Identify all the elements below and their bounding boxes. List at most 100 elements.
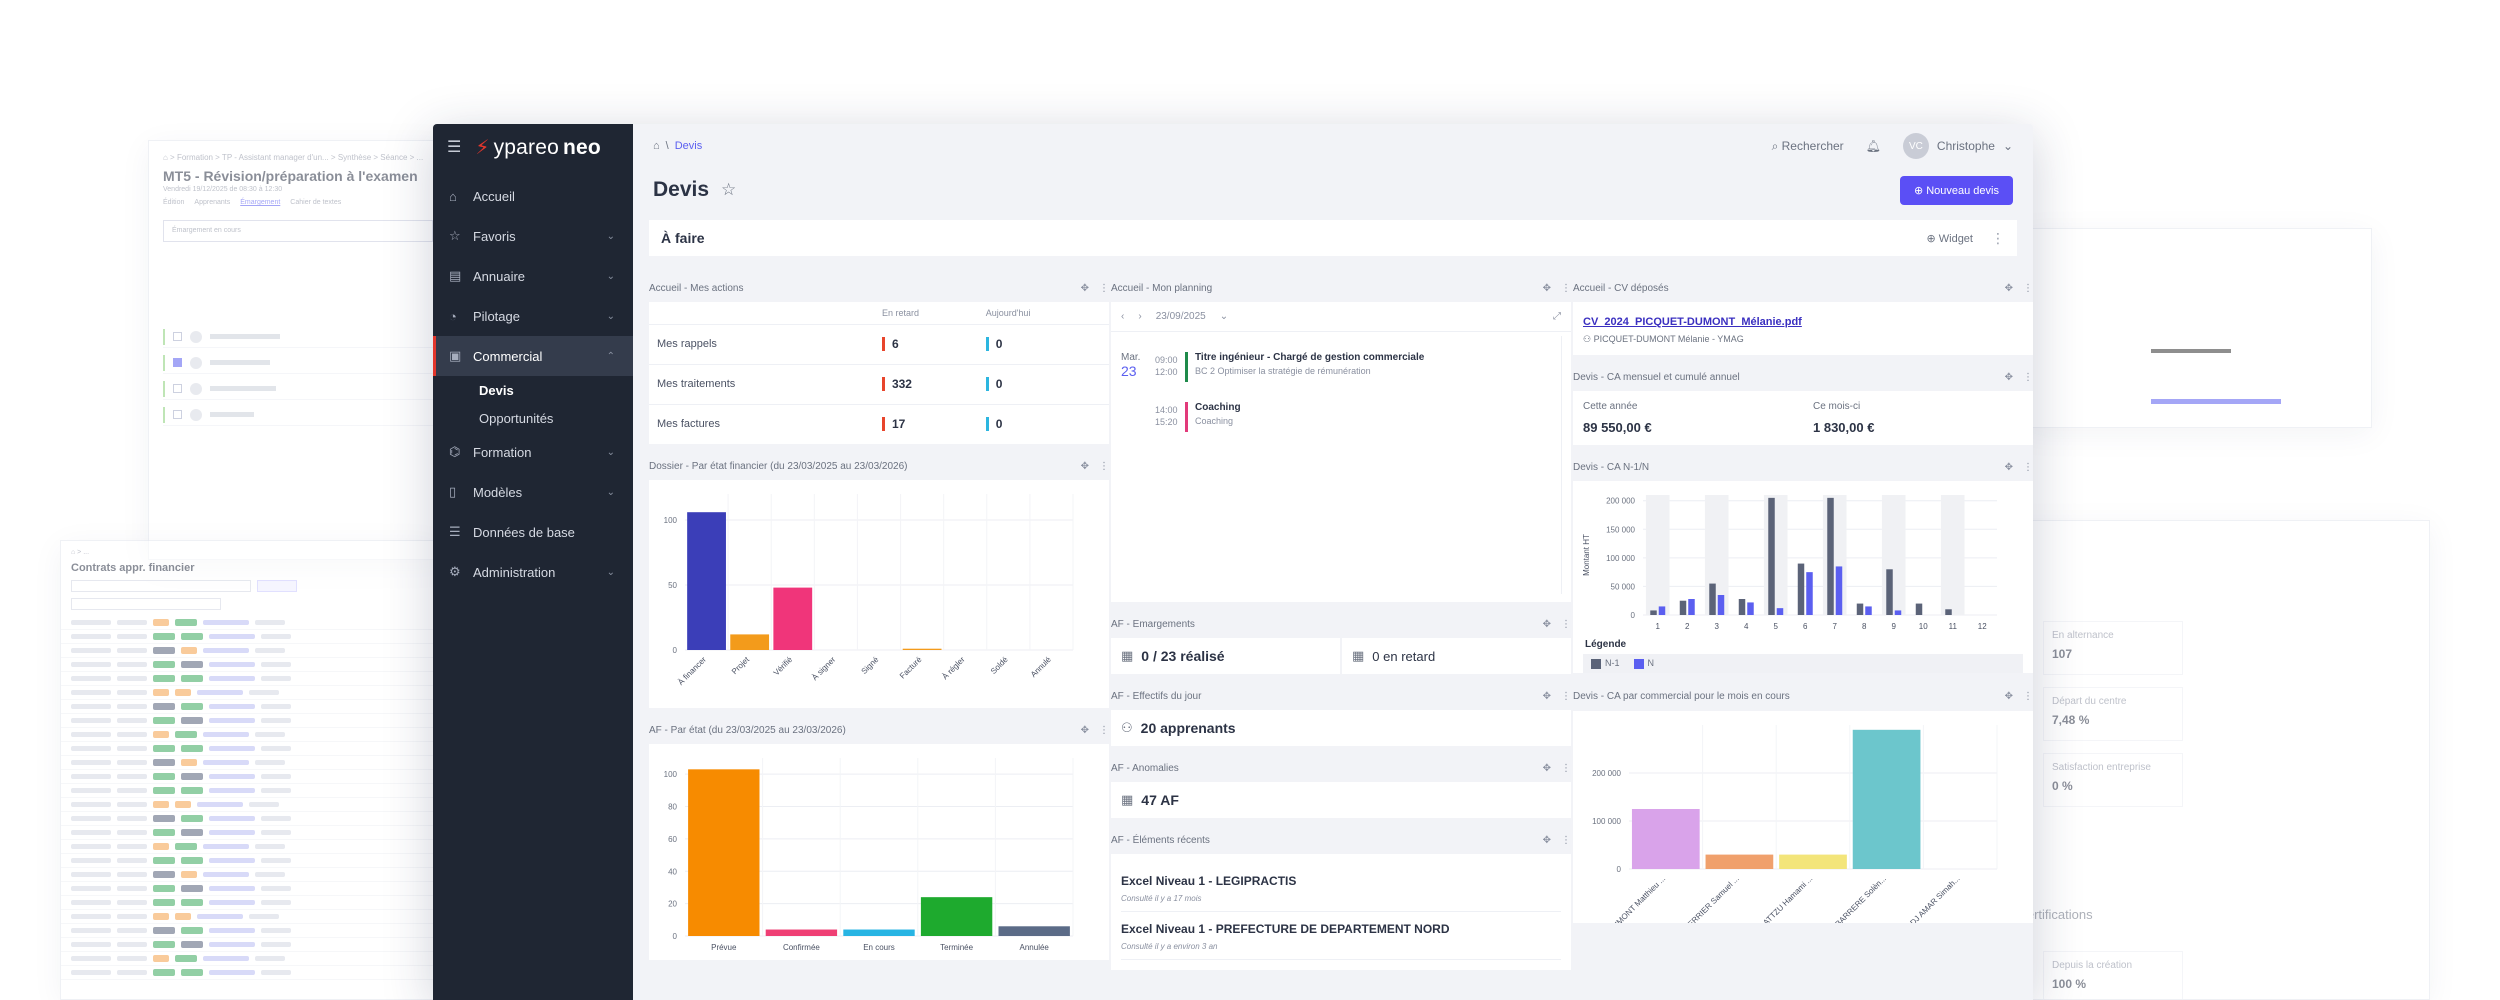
y-tick-label: 200 000 bbox=[1592, 769, 1621, 778]
table-row[interactable]: Mes traitements 332 0 bbox=[649, 363, 1109, 404]
calendar-date[interactable]: 23/09/2025 bbox=[1155, 311, 1206, 322]
bg-session-date: Vendredi 19/12/2025 de 08:30 à 12:30 bbox=[163, 186, 283, 193]
move-icon[interactable]: ✥ bbox=[1080, 460, 1089, 472]
sidebar-item-modeles[interactable]: ▯ Modèles ⌄ bbox=[449, 484, 615, 500]
x-tick-label: DERRIER Samuel ... bbox=[1682, 874, 1741, 923]
user-menu[interactable]: VC Christophe ⌄ bbox=[1902, 133, 2013, 159]
bg-contrats-rows bbox=[61, 616, 439, 980]
home-icon[interactable]: ⌂ bbox=[653, 140, 660, 152]
submenu-item-opportunites[interactable]: Opportunités bbox=[479, 410, 554, 426]
event-time: 09:00 12:00 bbox=[1155, 355, 1178, 377]
x-tick-label: À signer bbox=[810, 655, 837, 682]
more-icon[interactable]: ⋮ bbox=[1991, 229, 2005, 246]
x-tick-label: Terminée bbox=[940, 943, 973, 952]
x-tick-label: DATTZU Hamami ... bbox=[1757, 874, 1814, 923]
bg-table-row bbox=[61, 840, 439, 854]
move-icon[interactable]: ✥ bbox=[1542, 618, 1551, 630]
chevron-down-icon[interactable]: ⌄ bbox=[1219, 311, 1229, 322]
bar bbox=[1945, 609, 1952, 615]
move-icon[interactable]: ✥ bbox=[1542, 834, 1551, 846]
bell-icon[interactable]: 🔔︎ bbox=[1865, 139, 1881, 153]
scrollbar[interactable] bbox=[1561, 336, 1567, 594]
sidebar-item-administration[interactable]: ⚙ Administration ⌄ bbox=[449, 564, 615, 580]
search-button[interactable]: ⌕ Rechercher bbox=[1771, 138, 1844, 153]
widget-header: Devis - CA par commercial pour le mois e… bbox=[1573, 691, 2033, 703]
column-band bbox=[1881, 495, 1906, 615]
x-tick-label: 8 bbox=[1862, 622, 1867, 631]
bar bbox=[730, 634, 770, 650]
widget-button[interactable]: ⊕ Widget bbox=[1926, 232, 1973, 245]
sidebar-item-pilotage[interactable]: ◔ Pilotage ⌄ bbox=[449, 308, 615, 324]
legend-item[interactable]: N-1 bbox=[1591, 658, 1620, 669]
bg-table-row bbox=[61, 644, 439, 658]
move-icon[interactable]: ✥ bbox=[2004, 461, 2013, 473]
anomalies-widget[interactable]: ▦ 47 AF bbox=[1111, 782, 1571, 818]
sidebar-item-annuaire[interactable]: ▤ Annuaire ⌄ bbox=[449, 268, 615, 284]
expand-icon[interactable]: ⤢ bbox=[1553, 311, 1561, 322]
more-icon[interactable]: ⋮ bbox=[1561, 834, 1571, 846]
x-tick-label: Signé bbox=[860, 655, 881, 676]
sidebar-nav: ⌂ Accueil ☆ Favoris ⌄ ▤ Annuaire ⌄ ◔ Pilotage ⌄… bbox=[433, 176, 633, 592]
dashboard-column-1: Accueil - Mes actions ✥ ⋮ En retard Aujourd… bbox=[649, 274, 1109, 960]
more-icon[interactable]: ⋮ bbox=[2023, 691, 2033, 703]
move-icon[interactable]: ✥ bbox=[2004, 691, 2013, 703]
calendar-icon: ▦ bbox=[1121, 648, 1134, 663]
move-icon[interactable]: ✥ bbox=[1542, 282, 1551, 294]
y-tick-label: 200 000 bbox=[1606, 497, 1635, 506]
sidebar-item-donnees-de-base[interactable]: ☰ Données de base bbox=[449, 524, 575, 540]
y-tick-label: 50 000 bbox=[1611, 582, 1636, 591]
y-axis-label: Montant HT bbox=[1582, 534, 1591, 576]
menu-icon[interactable]: ☰ bbox=[447, 139, 462, 156]
x-tick-label: 5 bbox=[1774, 622, 1779, 631]
more-icon[interactable]: ⋮ bbox=[1561, 690, 1571, 702]
more-icon[interactable]: ⋮ bbox=[2023, 461, 2033, 473]
sidebar-item-accueil[interactable]: ⌂ Accueil bbox=[449, 188, 515, 204]
move-icon[interactable]: ✥ bbox=[2004, 282, 2013, 294]
more-icon[interactable]: ⋮ bbox=[1099, 460, 1109, 472]
kpi-late[interactable]: ▦ 0 en retard bbox=[1342, 638, 1571, 674]
more-icon[interactable]: ⋮ bbox=[1561, 618, 1571, 630]
column-band bbox=[1645, 495, 1670, 615]
chevron-right-icon[interactable]: › bbox=[1138, 311, 1142, 322]
todo-section-header: À faire ⊕ Widget ⋮ bbox=[649, 220, 2017, 256]
table-row[interactable]: Mes factures 17 0 bbox=[649, 403, 1109, 444]
submenu-item-devis[interactable]: Devis bbox=[479, 382, 514, 398]
bg-stat: Depuis la création 100 % bbox=[2043, 951, 2183, 999]
more-icon[interactable]: ⋮ bbox=[1561, 282, 1571, 294]
sidebar-item-commercial[interactable]: ▣ Commercial ⌃ bbox=[433, 336, 633, 376]
calendar-event[interactable]: Titre ingénieur - Chargé de gestion comm… bbox=[1185, 352, 1535, 382]
list-item[interactable]: Excel Niveau 1 - LEGIPRACTIS Consulté il … bbox=[1121, 864, 1561, 912]
more-icon[interactable]: ⋮ bbox=[1099, 282, 1109, 294]
sidebar-item-formation[interactable]: ⌬ Formation ⌄ bbox=[449, 444, 615, 460]
plus-circle-icon: ⊕ bbox=[1913, 184, 1924, 197]
move-icon[interactable]: ✥ bbox=[1080, 282, 1089, 294]
list-item[interactable]: Excel Niveau 1 - PREFECTURE DE DEPARTEME… bbox=[1121, 912, 1561, 960]
cv-file-link[interactable]: CV_2024_PICQUET-DUMONT_Mélanie.pdf bbox=[1583, 316, 1802, 328]
ca-month: Ce mois-ci 1 830,00 € bbox=[1813, 401, 1875, 435]
move-icon[interactable]: ✥ bbox=[1080, 724, 1089, 736]
bar bbox=[1886, 569, 1893, 615]
favorite-star-icon[interactable]: ☆ bbox=[721, 180, 737, 199]
table-row[interactable]: Mes rappels 6 0 bbox=[649, 323, 1109, 364]
move-icon[interactable]: ✥ bbox=[2004, 371, 2013, 383]
more-icon[interactable]: ⋮ bbox=[2023, 282, 2033, 294]
more-icon[interactable]: ⋮ bbox=[2023, 371, 2033, 383]
new-devis-button[interactable]: ⊕ Nouveau devis bbox=[1899, 175, 2013, 205]
breadcrumb-current[interactable]: Devis bbox=[674, 140, 703, 152]
calendar-event[interactable]: Coaching Coaching bbox=[1185, 402, 1485, 432]
more-icon[interactable]: ⋮ bbox=[1561, 762, 1571, 774]
legend-item[interactable]: N bbox=[1633, 658, 1654, 669]
kpi-done[interactable]: ▦ 0 / 23 réalisé bbox=[1111, 638, 1340, 674]
file-icon: ▯ bbox=[449, 484, 457, 499]
move-icon[interactable]: ✥ bbox=[1542, 762, 1551, 774]
sidebar-item-favoris[interactable]: ☆ Favoris ⌄ bbox=[449, 228, 615, 244]
effectifs-widget[interactable]: ⚇ 20 apprenants bbox=[1111, 710, 1571, 746]
move-icon[interactable]: ✥ bbox=[1542, 690, 1551, 702]
chevron-left-icon[interactable]: ‹ bbox=[1121, 311, 1125, 322]
bar bbox=[1835, 566, 1843, 615]
more-icon[interactable]: ⋮ bbox=[1099, 724, 1109, 736]
bg-table-row bbox=[61, 700, 439, 714]
bg-table-row bbox=[61, 882, 439, 896]
bar bbox=[902, 648, 942, 650]
